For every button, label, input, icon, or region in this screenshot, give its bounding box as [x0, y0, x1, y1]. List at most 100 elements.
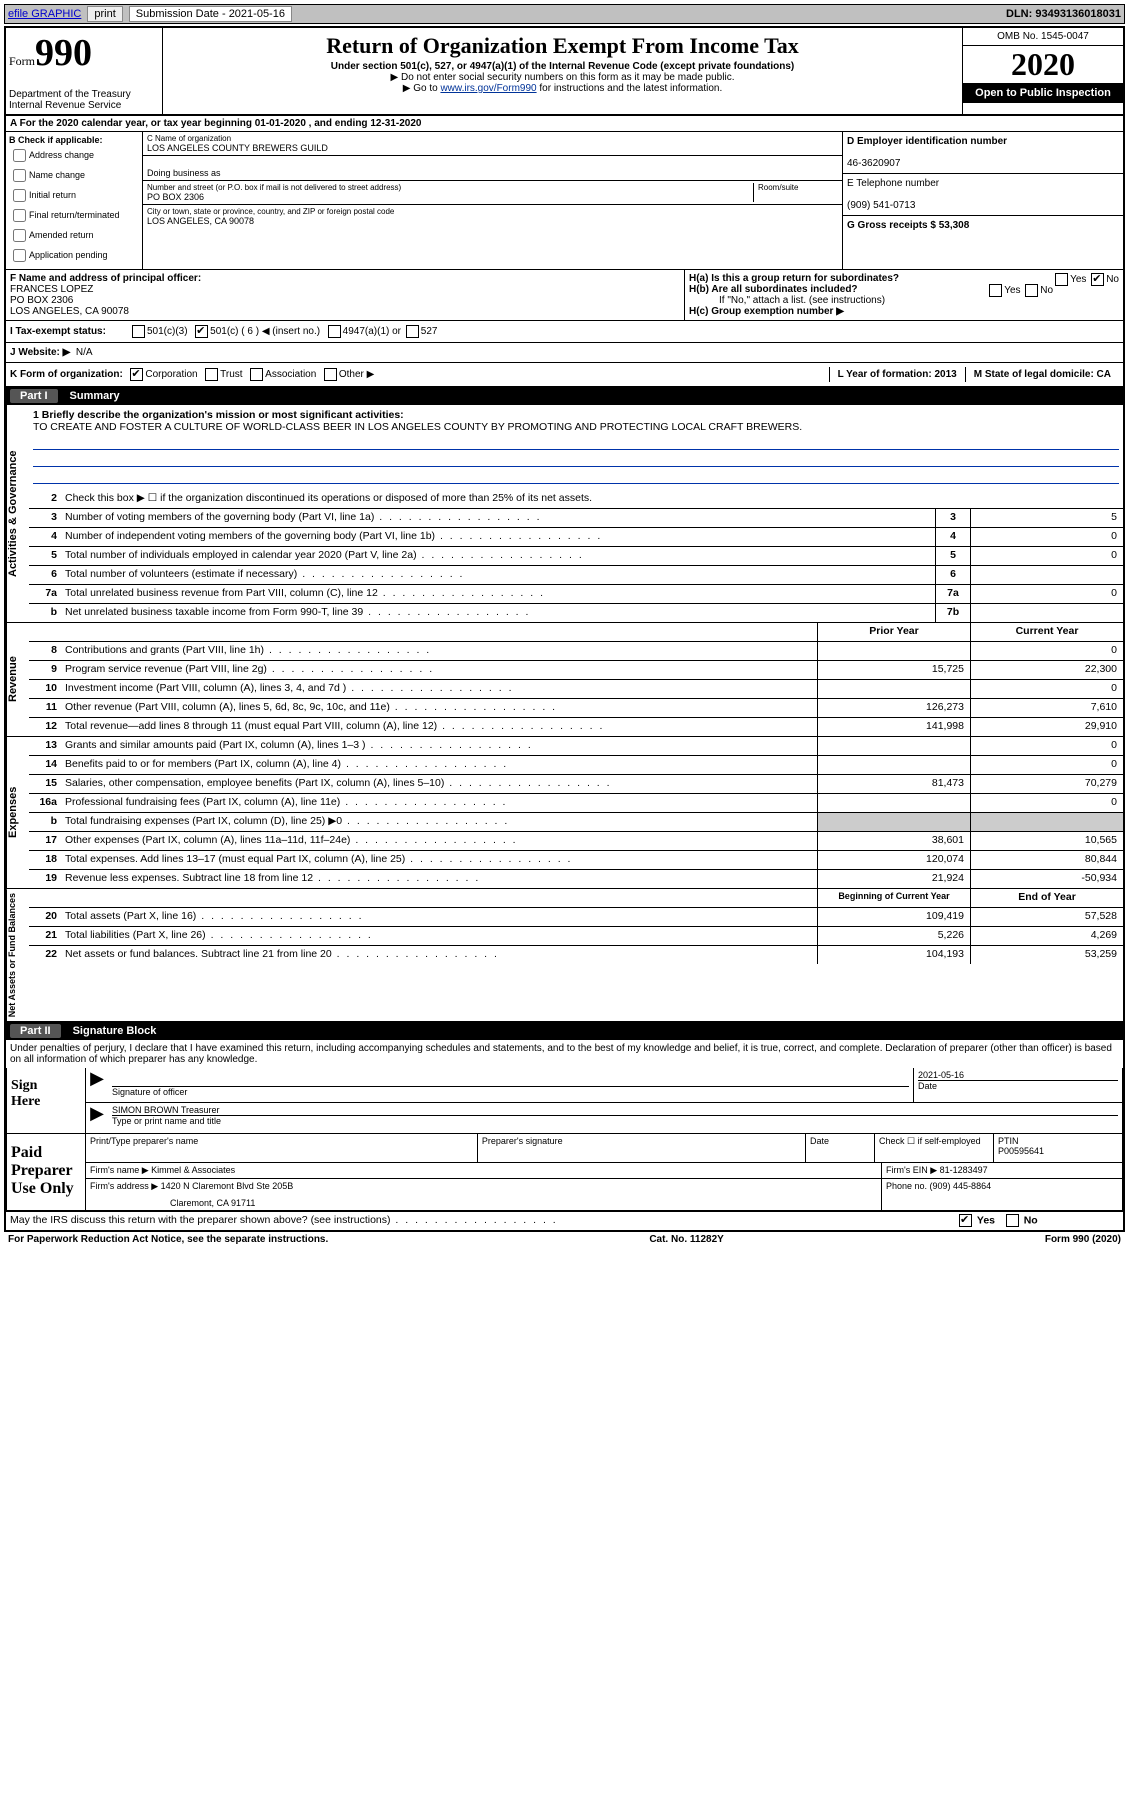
- dln-label: DLN: 93493136018031: [1006, 8, 1121, 20]
- website-value: N/A: [76, 347, 93, 358]
- chk-app-pending[interactable]: Application pending: [9, 246, 139, 265]
- form-header: Form990 Department of the Treasury Inter…: [6, 28, 1123, 116]
- ha-no[interactable]: [1091, 273, 1104, 286]
- tax-year: 2020: [963, 46, 1123, 83]
- summary-line: 4Number of independent voting members of…: [29, 528, 1123, 547]
- summary-line: 12Total revenue—add lines 8 through 11 (…: [29, 718, 1123, 736]
- chk-name-change[interactable]: Name change: [9, 166, 139, 185]
- paid-preparer-block: Paid Preparer Use Only Print/Type prepar…: [6, 1134, 1123, 1211]
- mission-block: 1 Briefly describe the organization's mi…: [29, 405, 1123, 490]
- header-left: Form990 Department of the Treasury Inter…: [6, 28, 163, 114]
- chk-trust[interactable]: [205, 368, 218, 381]
- form-word: Form: [9, 54, 35, 68]
- side-expenses: Expenses: [6, 737, 29, 888]
- summary-line: 9Program service revenue (Part VIII, lin…: [29, 661, 1123, 680]
- header-sub3: ▶ Go to www.irs.gov/Form990 for instruct…: [169, 83, 956, 94]
- firm-ein: Firm's EIN ▶ 81-1283497: [882, 1163, 1122, 1178]
- state-domicile: M State of legal domicile: CA: [965, 367, 1119, 382]
- sign-date: 2021-05-16: [918, 1070, 1118, 1080]
- chk-4947[interactable]: [328, 325, 341, 338]
- officer-group-row: F Name and address of principal officer:…: [6, 270, 1123, 321]
- col-end-year: End of Year: [970, 889, 1123, 907]
- chk-final-return[interactable]: Final return/terminated: [9, 206, 139, 225]
- footer-mid: Cat. No. 11282Y: [649, 1234, 723, 1245]
- header-sub2: ▶ Do not enter social security numbers o…: [169, 72, 956, 83]
- chk-amended[interactable]: Amended return: [9, 226, 139, 245]
- part-2-header: Part II Signature Block: [6, 1022, 1123, 1040]
- firm-phone: Phone no. (909) 445-8864: [882, 1179, 1122, 1210]
- firm-address-1: Firm's address ▶ 1420 N Claremont Blvd S…: [90, 1181, 877, 1192]
- dba-row: Doing business as: [143, 156, 842, 181]
- chk-501c3[interactable]: [132, 325, 145, 338]
- part-1-header: Part I Summary: [6, 387, 1123, 405]
- open-inspection: Open to Public Inspection: [963, 83, 1123, 103]
- chk-corp[interactable]: [130, 368, 143, 381]
- ha-yes[interactable]: [1055, 273, 1068, 286]
- org-city: LOS ANGELES, CA 90078: [147, 216, 838, 226]
- summary-line: 18Total expenses. Add lines 13–17 (must …: [29, 851, 1123, 870]
- sign-here-label: Sign Here: [7, 1068, 86, 1133]
- summary-line: 20Total assets (Part X, line 16)109,4195…: [29, 908, 1123, 927]
- paid-preparer-label: Paid Preparer Use Only: [7, 1134, 86, 1210]
- ein-value: 46-3620907: [847, 158, 900, 169]
- top-toolbar: efile GRAPHIC print Submission Date - 20…: [4, 4, 1125, 24]
- principal-officer: F Name and address of principal officer:…: [6, 270, 685, 320]
- summary-line: 10Investment income (Part VIII, column (…: [29, 680, 1123, 699]
- chk-initial-return[interactable]: Initial return: [9, 186, 139, 205]
- sign-here-block: Sign Here ▶ Signature of officer 2021-05…: [6, 1068, 1123, 1134]
- firm-name: Firm's name ▶ Kimmel & Associates: [86, 1163, 882, 1178]
- header-sub1: Under section 501(c), 527, or 4947(a)(1)…: [169, 61, 956, 72]
- summary-line: 8Contributions and grants (Part VIII, li…: [29, 642, 1123, 661]
- omb-number: OMB No. 1545-0047: [963, 28, 1123, 46]
- chk-501c[interactable]: [195, 325, 208, 338]
- footer-left: For Paperwork Reduction Act Notice, see …: [8, 1234, 328, 1245]
- hb-yes[interactable]: [989, 284, 1002, 297]
- dept-treasury: Department of the Treasury Internal Reve…: [9, 89, 159, 111]
- discuss-yes[interactable]: [959, 1214, 972, 1227]
- arrow-icon: ▶: [86, 1103, 108, 1133]
- discuss-question: May the IRS discuss this return with the…: [6, 1212, 951, 1230]
- chk-527[interactable]: [406, 325, 419, 338]
- form-of-org-row: K Form of organization: Corporation Trus…: [6, 363, 1123, 387]
- summary-line: 17Other expenses (Part IX, column (A), l…: [29, 832, 1123, 851]
- col-d-right: D Employer identification number 46-3620…: [842, 132, 1123, 269]
- summary-line: bNet unrelated business taxable income f…: [29, 604, 1123, 622]
- header-center: Return of Organization Exempt From Incom…: [163, 28, 962, 114]
- summary-line: 6Total number of volunteers (estimate if…: [29, 566, 1123, 585]
- discuss-no[interactable]: [1006, 1214, 1019, 1227]
- summary-line: 11Other revenue (Part VIII, column (A), …: [29, 699, 1123, 718]
- form-990-page: Form990 Department of the Treasury Inter…: [4, 26, 1125, 1232]
- self-employed-check[interactable]: Check ☐ if self-employed: [875, 1134, 994, 1162]
- col-beginning: Beginning of Current Year: [817, 889, 970, 907]
- group-return-block: H(a) Is this a group return for subordin…: [685, 270, 1123, 320]
- summary-line: bTotal fundraising expenses (Part IX, co…: [29, 813, 1123, 832]
- page-footer: For Paperwork Reduction Act Notice, see …: [4, 1232, 1125, 1247]
- col-b-checkboxes: B Check if applicable: Address change Na…: [6, 132, 143, 269]
- efile-link[interactable]: efile GRAPHIC: [8, 8, 81, 20]
- row-a-period: A For the 2020 calendar year, or tax yea…: [6, 116, 1123, 132]
- side-revenue: Revenue: [6, 623, 29, 736]
- gross-receipts: G Gross receipts $ 53,308: [843, 216, 1123, 235]
- irs-link[interactable]: www.irs.gov/Form990: [440, 83, 536, 94]
- summary-line: 14Benefits paid to or for members (Part …: [29, 756, 1123, 775]
- org-street: PO BOX 2306: [147, 192, 753, 202]
- summary-line: 15Salaries, other compensation, employee…: [29, 775, 1123, 794]
- col-current-year: Current Year: [970, 623, 1123, 641]
- print-button[interactable]: print: [87, 6, 122, 22]
- summary-line: 22Net assets or fund balances. Subtract …: [29, 946, 1123, 964]
- summary-line: 16aProfessional fundraising fees (Part I…: [29, 794, 1123, 813]
- side-net-assets: Net Assets or Fund Balances: [6, 889, 29, 1021]
- ptin-value: P00595641: [998, 1146, 1044, 1156]
- summary-line: 3Number of voting members of the governi…: [29, 509, 1123, 528]
- chk-assoc[interactable]: [250, 368, 263, 381]
- submission-date: Submission Date - 2021-05-16: [129, 6, 292, 22]
- form-title: Return of Organization Exempt From Incom…: [169, 33, 956, 59]
- form-number: 990: [35, 32, 92, 74]
- mission-text: TO CREATE AND FOSTER A CULTURE OF WORLD-…: [33, 421, 802, 433]
- chk-other[interactable]: [324, 368, 337, 381]
- website-row: J Website: ▶ N/A: [6, 343, 1123, 363]
- hb-no[interactable]: [1025, 284, 1038, 297]
- chk-address-change[interactable]: Address change: [9, 146, 139, 165]
- officer-name: SIMON BROWN Treasurer: [112, 1105, 1118, 1115]
- room-suite: Room/suite: [753, 183, 838, 202]
